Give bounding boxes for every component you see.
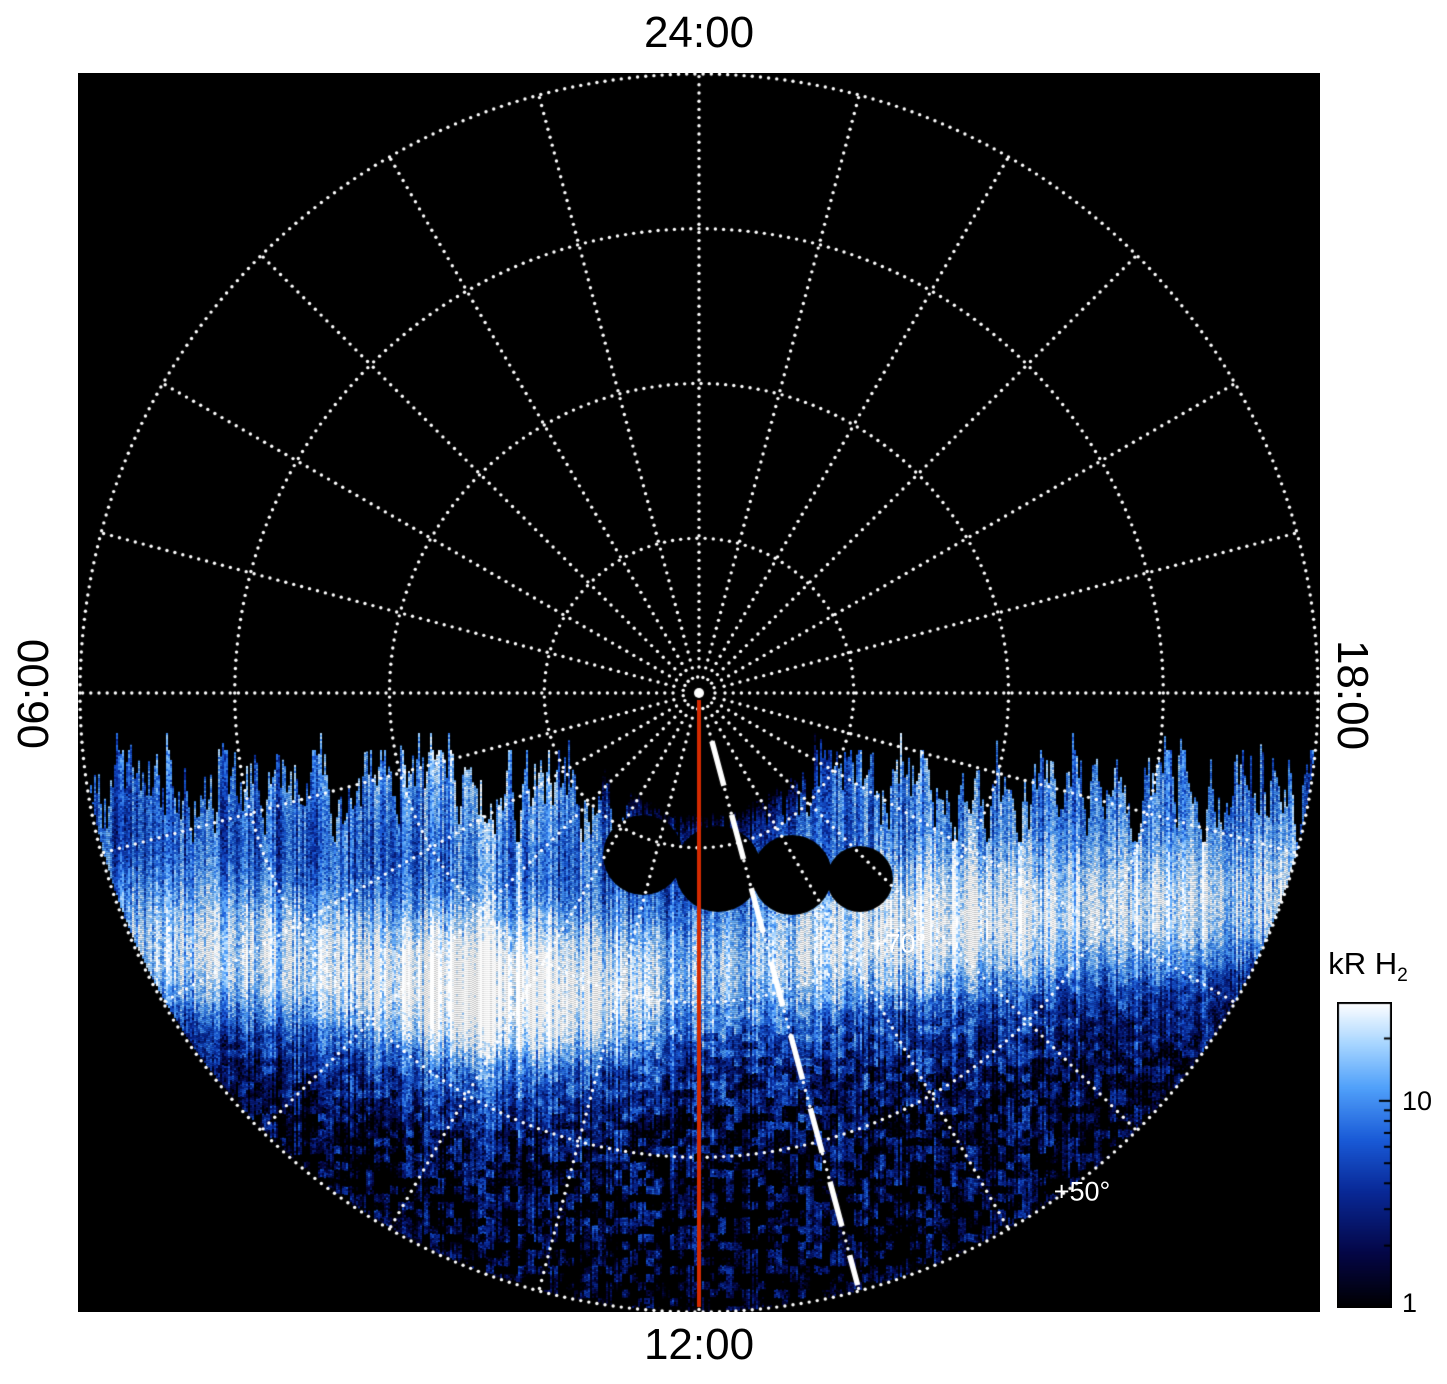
time-label-12: 12:00 — [643, 1320, 755, 1369]
latitude-label-70: +70° — [869, 928, 927, 959]
colorbar-title-text: kR H — [1328, 946, 1398, 981]
time-label-24: 24:00 — [643, 8, 755, 57]
latitude-label-50: +50° — [1053, 1176, 1111, 1207]
colorbar-tick-label-1: 1 — [1402, 1288, 1418, 1318]
polar-heatmap-canvas — [78, 73, 1320, 1312]
colorbar-gradient-canvas — [1337, 1002, 1392, 1308]
colorbar-title-subscript: 2 — [1397, 965, 1408, 987]
colorbar-title: kR H2 — [1328, 946, 1408, 987]
colorbar-tick-label-10: 10 — [1402, 1086, 1433, 1116]
time-label-18: 18:00 — [1328, 639, 1377, 751]
time-label-06: 06:00 — [9, 638, 58, 750]
